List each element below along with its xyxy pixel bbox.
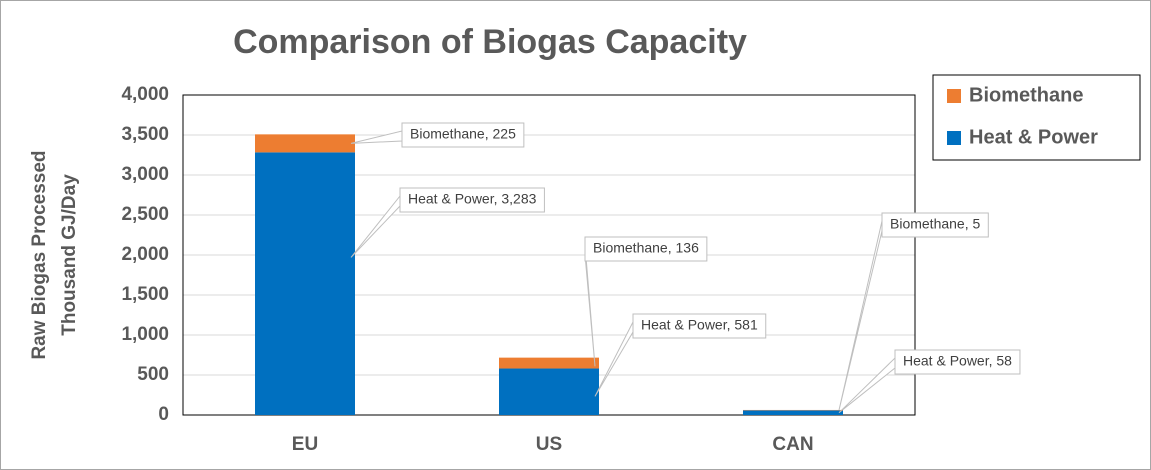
bar-segment (743, 410, 843, 415)
data-label-box (894, 349, 1021, 375)
x-tick-label: EU (292, 434, 318, 455)
y-tick-label: 3,500 (121, 124, 169, 145)
y-tick-label: 2,500 (121, 204, 169, 225)
legend-swatch (947, 131, 961, 145)
y-tick-label: 0 (158, 404, 169, 425)
y-tick-label: 1,000 (121, 324, 169, 345)
legend-box (932, 74, 1141, 161)
x-tick-label: CAN (772, 434, 813, 455)
y-axis-label: Raw Biogas Processed (29, 150, 50, 359)
data-label: Biomethane, 225 (410, 126, 516, 142)
bar-segment (255, 134, 355, 153)
y-tick-label: 1,500 (121, 284, 169, 305)
y-tick-label: 4,000 (121, 84, 169, 105)
chart-title: Comparison of Biogas Capacity (233, 23, 747, 61)
x-tick-label: US (536, 434, 562, 455)
data-label-box (401, 122, 525, 148)
bar-segment (255, 152, 355, 416)
bar-segment (499, 368, 599, 415)
data-label: Heat & Power, 3,283 (408, 191, 537, 207)
legend-swatch (947, 89, 961, 103)
y-tick-label: 3,000 (121, 164, 169, 185)
data-label-box (399, 187, 545, 213)
y-axis-label: Thousand GJ/Day (59, 174, 80, 336)
data-label-box (584, 236, 708, 262)
y-tick-label: 2,000 (121, 244, 169, 265)
data-label: Biomethane, 136 (593, 240, 699, 256)
data-label: Heat & Power, 581 (641, 317, 758, 333)
bar-segment (499, 357, 599, 369)
legend-label: Heat & Power (969, 126, 1098, 148)
data-label-box (881, 212, 989, 238)
y-tick-label: 500 (137, 364, 169, 385)
legend-label: Biomethane (969, 84, 1083, 106)
data-label: Heat & Power, 58 (903, 353, 1012, 369)
data-label-box (632, 313, 767, 339)
data-label: Biomethane, 5 (890, 216, 980, 232)
